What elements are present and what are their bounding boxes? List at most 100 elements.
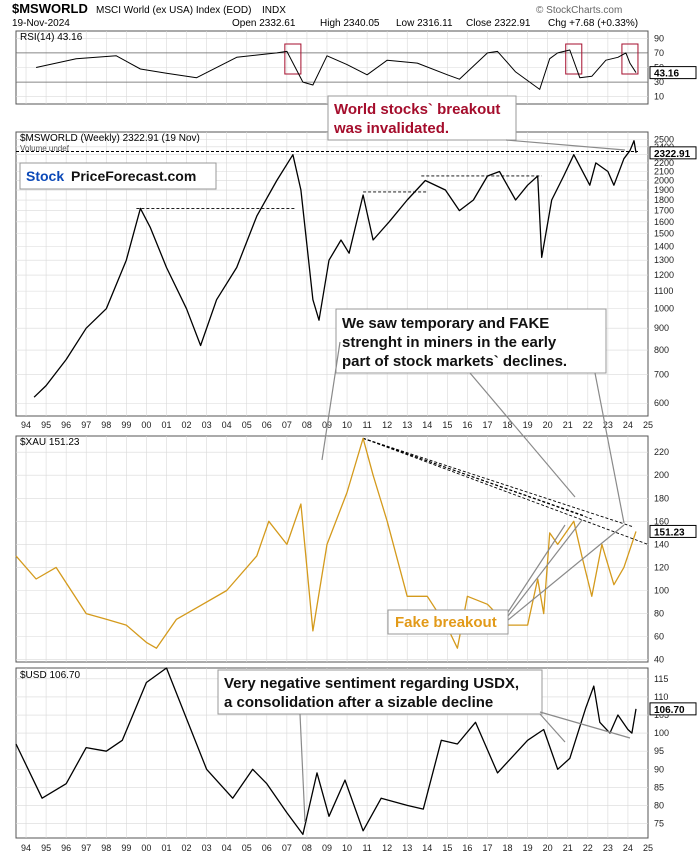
x-axis-label: 10 xyxy=(342,420,352,430)
usd-series-line xyxy=(15,667,637,836)
x-axis-label: 20 xyxy=(543,420,553,430)
msworld-value-tag xyxy=(649,146,697,160)
pointer-fake-2 xyxy=(507,519,583,617)
pointer-breakout xyxy=(505,139,626,151)
x-axis-label: 97 xyxy=(81,843,91,853)
x-axis-label: 05 xyxy=(242,420,252,430)
x-axis-label: 22 xyxy=(583,420,593,430)
xau-y-tick-label: 160 xyxy=(654,516,669,526)
callout-breakout-line2: was invalidated. xyxy=(333,120,449,137)
msworld-y-tick-label: 1100 xyxy=(654,286,673,296)
callout-breakout-line1: World stocks` breakout xyxy=(334,101,500,118)
pointer-miners-2008 xyxy=(321,341,341,461)
x-axis-label: 95 xyxy=(41,420,51,430)
xau-trend-line xyxy=(362,437,649,545)
x-axis-label: 08 xyxy=(302,420,312,430)
x-axis-label: 99 xyxy=(121,843,131,853)
x-axis-label: 20 xyxy=(543,843,553,853)
x-axis-label: 21 xyxy=(563,420,573,430)
callout-miners-line3: part of stock markets` declines. xyxy=(342,353,567,370)
msworld-y-tick-label: 600 xyxy=(654,398,669,408)
xau-series-line xyxy=(15,437,637,649)
xau-trend-line xyxy=(362,437,635,528)
xau-y-tick-label: 60 xyxy=(654,632,664,642)
x-axis-label: 94 xyxy=(21,420,31,430)
x-axis-label: 13 xyxy=(402,843,412,853)
usd-value-tag xyxy=(649,702,697,716)
x-axis-label: 03 xyxy=(202,420,212,430)
x-axis-label: 18 xyxy=(503,420,513,430)
rsi-highlight-box xyxy=(284,43,302,75)
msworld-y-tick-label: 1800 xyxy=(654,195,674,205)
x-axis-label: 06 xyxy=(262,420,272,430)
callout-miners: We saw temporary and FAKE strenght in mi… xyxy=(335,308,607,374)
x-axis-label: 98 xyxy=(101,843,111,853)
msworld-y-tick-label: 2200 xyxy=(654,158,674,168)
x-axis-label: 13 xyxy=(402,420,412,430)
usd-y-tick-label: 85 xyxy=(654,782,664,792)
x-axis-label: 95 xyxy=(41,843,51,853)
callout-usd-line1: Very negative sentiment regarding USDX, xyxy=(224,675,519,692)
pointer-miners-2024 xyxy=(594,372,625,524)
trend-lines xyxy=(16,43,649,545)
x-axis-label: 99 xyxy=(121,420,131,430)
rsi-y-tick-label: 30 xyxy=(654,77,664,87)
msworld-y-tick-label: 1400 xyxy=(654,242,674,252)
low-label: Low 2316.11 xyxy=(396,18,453,29)
xau-y-tick-label: 180 xyxy=(654,493,669,503)
msworld-y-tick-label: 1200 xyxy=(654,270,674,280)
msworld-legend: $MSWORLD (Weekly) 2322.91 (19 Nov) xyxy=(20,133,200,144)
date-label: 19-Nov-2024 xyxy=(12,18,70,29)
xau-y-tick-label: 100 xyxy=(654,586,669,596)
close-label: Close 2322.91 xyxy=(466,18,531,29)
rsi-value-label: 43.16 xyxy=(654,69,679,80)
callout-fake-breakout-text: Fake breakout xyxy=(395,614,497,631)
callout-usd: Very negative sentiment regarding USDX, … xyxy=(217,669,543,715)
rsi-y-tick-label: 90 xyxy=(654,33,664,43)
xau-y-tick-label: 140 xyxy=(654,539,669,549)
exchange-label: INDX xyxy=(262,5,286,16)
x-axis-label: 98 xyxy=(101,420,111,430)
pointer-usd-2021 xyxy=(539,713,566,743)
x-axis-label: 00 xyxy=(141,843,151,853)
xau-y-tick-label: 120 xyxy=(654,562,669,572)
x-axis-label: 24 xyxy=(623,843,633,853)
msworld-series-line xyxy=(33,140,637,398)
callout-breakout: World stocks` breakout was invalidated. xyxy=(327,95,517,141)
msworld-y-tick-label: 700 xyxy=(654,370,669,380)
x-axis-label: 15 xyxy=(442,420,452,430)
callout-miners-line1: We saw temporary and FAKE xyxy=(342,315,549,332)
x-axis-label: 06 xyxy=(262,843,272,853)
usd-y-tick-label: 95 xyxy=(654,746,664,756)
x-axis-label: 04 xyxy=(222,843,232,853)
x-axis-label: 97 xyxy=(81,420,91,430)
x-axis-label: 12 xyxy=(382,843,392,853)
pointer-usd-2008 xyxy=(299,713,306,823)
x-axis-label: 17 xyxy=(482,843,492,853)
x-axis-label: 23 xyxy=(603,843,613,853)
x-axis-label: 96 xyxy=(61,420,71,430)
index-name: MSCI World (ex USA) Index (EOD) xyxy=(96,5,251,16)
copyright: © StockCharts.com xyxy=(536,5,622,16)
usd-legend: $USD 106.70 xyxy=(20,670,80,681)
x-axis-label: 11 xyxy=(362,843,371,853)
msworld-y-tick-label: 2000 xyxy=(654,176,674,186)
msworld-y-tick-label: 1900 xyxy=(654,185,674,195)
logo-part1: Stock xyxy=(26,168,64,184)
x-axis-label: 01 xyxy=(161,420,171,430)
msworld-y-tick-label: 2100 xyxy=(654,167,674,177)
xau-legend: $XAU 151.23 xyxy=(20,437,80,448)
x-axis-label: 14 xyxy=(422,420,432,430)
rsi-highlight-box xyxy=(621,43,639,75)
xau-value-tag xyxy=(649,524,697,538)
x-axis-label: 23 xyxy=(603,420,613,430)
xau-value-label: 151.23 xyxy=(654,527,685,538)
open-label: Open 2332.61 xyxy=(232,18,296,29)
x-axis-label: 21 xyxy=(563,843,573,853)
x-axis-label: 08 xyxy=(302,843,312,853)
msworld-value-label: 2322.91 xyxy=(654,149,691,160)
msworld-y-tick-label: 1300 xyxy=(654,255,674,265)
msworld-y-tick-label: 1500 xyxy=(654,229,674,239)
xau-panel-frame xyxy=(15,435,649,663)
x-axis-label: 04 xyxy=(222,420,232,430)
